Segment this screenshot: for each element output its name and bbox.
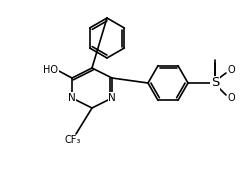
Text: N: N	[108, 93, 116, 103]
Text: O: O	[227, 65, 235, 75]
Text: O: O	[227, 93, 235, 103]
Text: S: S	[211, 76, 219, 89]
Text: CF₃: CF₃	[65, 135, 81, 145]
Text: HO: HO	[44, 65, 58, 75]
Text: N: N	[68, 93, 76, 103]
